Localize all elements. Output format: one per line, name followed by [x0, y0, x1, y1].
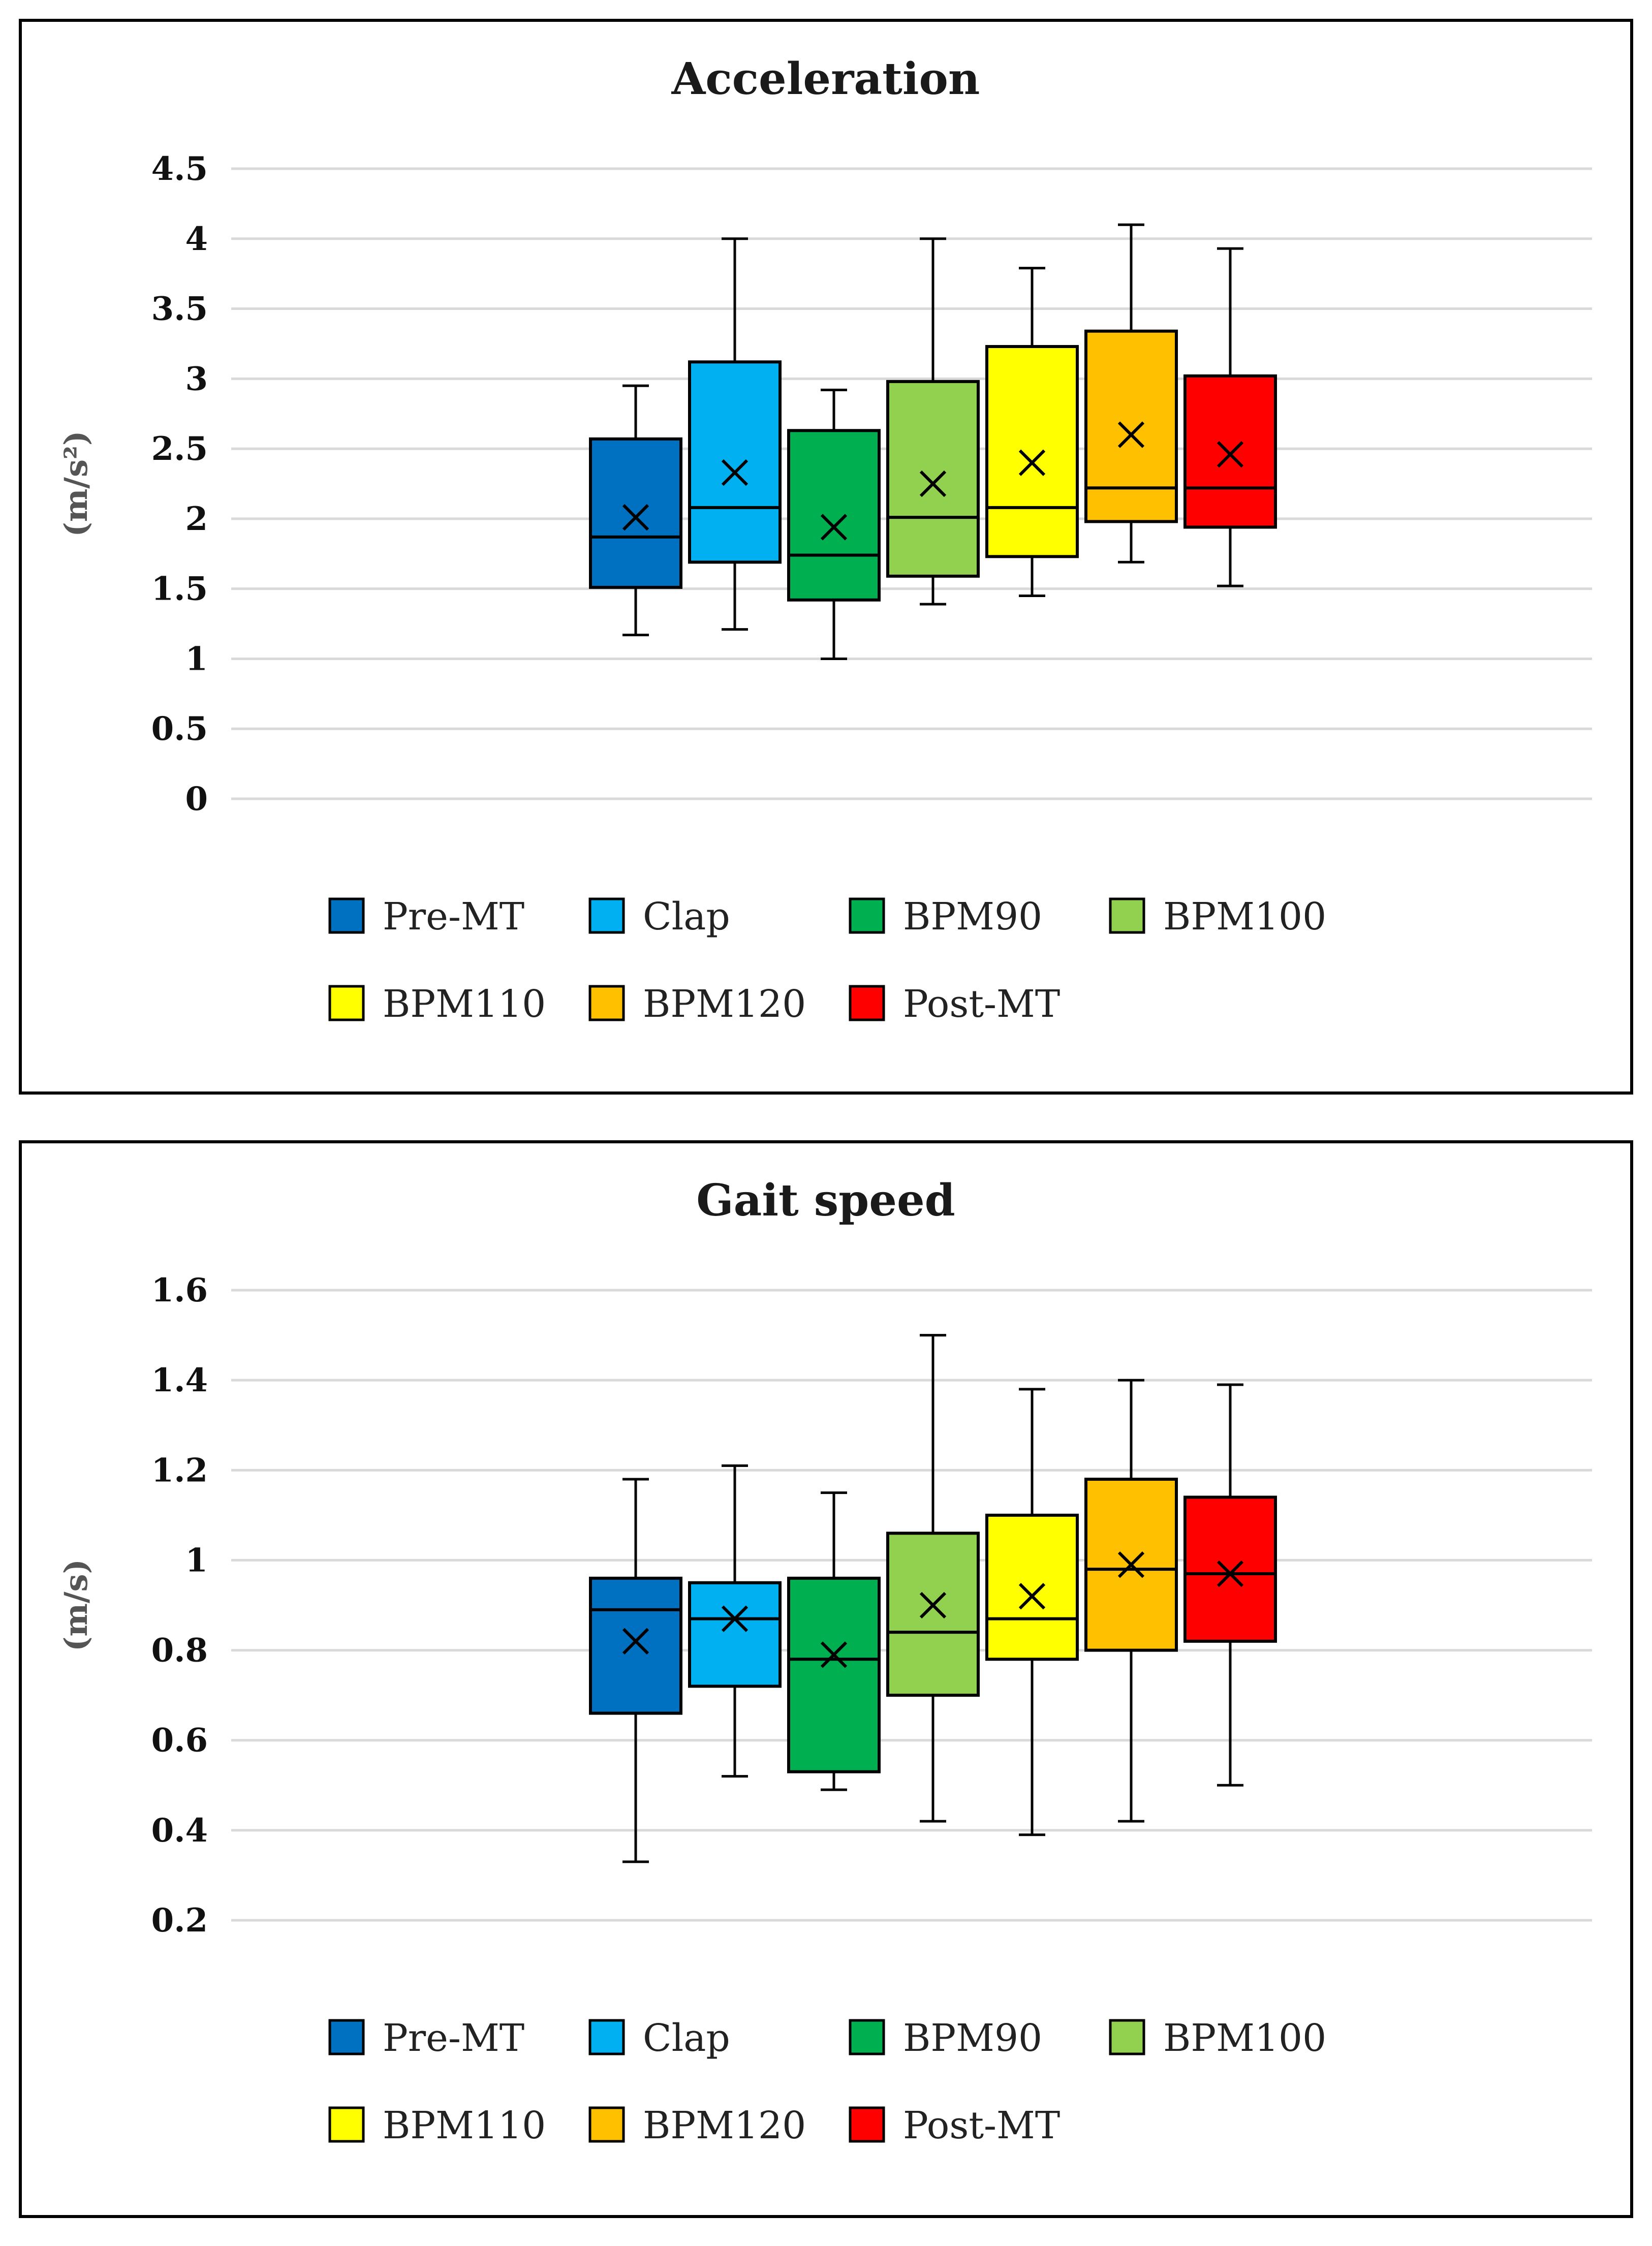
chart1-box-iqr	[886, 380, 980, 578]
chart2-box-post-mt	[1183, 1383, 1277, 1787]
chart1-box-bpm90	[787, 388, 881, 660]
chart1-box-bpm100	[886, 237, 980, 606]
chart1-y-tick-label: 2.5	[151, 430, 208, 468]
chart2-box-clap	[688, 1464, 782, 1778]
chart1-y-tick-label: 2	[185, 500, 208, 538]
chart1-mean-marker	[820, 514, 848, 541]
chart1-legend-swatch-post-mt	[849, 985, 885, 1021]
chart2-legend-swatch-bpm120	[588, 2106, 625, 2143]
chart1-legend-label-bpm100: BPM100	[1163, 895, 1326, 939]
chart1-legend-label-bpm120: BPM120	[643, 982, 806, 1026]
chart2-y-tick-label: 0.6	[151, 1722, 208, 1760]
chart2-box-iqr	[985, 1513, 1079, 1661]
chart2-legend-label-bpm110: BPM110	[383, 2104, 546, 2147]
chart1-box-iqr	[688, 360, 782, 564]
chart1-box-iqr	[787, 429, 881, 602]
chart1-legend-swatch-bpm110	[328, 985, 365, 1021]
chart2-y-tick-label: 1.4	[151, 1361, 208, 1399]
chart1-mean-marker	[1117, 421, 1145, 448]
acceleration-chart-panel: Acceleration 0 0.5 1 1.5 2 2.5 3 3.5 4 4.5 (m/s²) Pr…	[19, 19, 1633, 1095]
chart2-box-iqr	[688, 1581, 782, 1688]
chart1-legend-swatch-bpm120	[588, 985, 625, 1021]
chart1-box-post-mt	[1183, 247, 1277, 587]
chart2-mean-marker	[1117, 1551, 1145, 1578]
chart2-legend-label-bpm90: BPM90	[903, 2016, 1042, 2060]
chart2-legend-swatch-pre-mt	[328, 2019, 365, 2055]
chart1-y-tick-label: 1	[185, 640, 208, 678]
chart1-y-axis-label: (m/s²)	[57, 431, 95, 537]
chart1-y-tick-label: 1.5	[151, 570, 208, 608]
chart1-mean-marker	[919, 470, 947, 497]
chart2-legend-swatch-bpm110	[328, 2106, 365, 2143]
chart1-legend-label-bpm110: BPM110	[383, 982, 546, 1026]
gait-speed-chart: Gait speed 0.2 0.4 0.6 0.8 1 1.2 1.4 1.6 (m/s) Pre…	[57, 1175, 1592, 2147]
chart2-box-bpm110	[985, 1388, 1079, 1836]
chart1-title: Acceleration	[671, 53, 980, 105]
chart2-mean-marker	[721, 1605, 749, 1632]
chart1-legend-label-pre-mt: Pre-MT	[383, 895, 524, 939]
chart2-legend-swatch-post-mt	[849, 2106, 885, 2143]
chart1-mean-marker	[1217, 441, 1244, 468]
chart2-legend-label-clap: Clap	[643, 2016, 730, 2060]
chart2-box-bpm90	[787, 1491, 881, 1791]
chart1-box-iqr	[1084, 329, 1178, 523]
chart2-y-tick-label: 1	[185, 1541, 208, 1579]
chart1-legend-label-post-mt: Post-MT	[903, 982, 1060, 1026]
chart2-mean-marker	[1018, 1583, 1046, 1610]
acceleration-chart: Acceleration 0 0.5 1 1.5 2 2.5 3 3.5 4 4.5 (m/s²) Pr…	[57, 53, 1592, 1026]
chart1-box-clap	[688, 237, 782, 631]
chart2-y-tick-label: 1.2	[151, 1451, 208, 1489]
chart2-box-iqr	[787, 1576, 881, 1773]
chart2-y-tick-label: 1.6	[151, 1271, 208, 1309]
chart2-mean-marker	[820, 1641, 848, 1668]
chart1-mean-marker	[721, 459, 749, 486]
chart1-mean-marker	[622, 504, 649, 531]
chart2-mean-marker	[919, 1592, 947, 1619]
chart1-legend-swatch-clap	[588, 897, 625, 934]
chart1-box-bpm110	[985, 267, 1079, 597]
chart1-legend-label-clap: Clap	[643, 895, 730, 939]
chart2-legend-label-bpm120: BPM120	[643, 2104, 806, 2147]
chart2-y-tick-label: 0.8	[151, 1632, 208, 1670]
chart2-box-bpm100	[886, 1334, 980, 1823]
chart2-y-tick-label: 0.4	[151, 1812, 208, 1850]
chart1-legend-swatch-pre-mt	[328, 897, 365, 934]
chart1-y-tick-label: 4	[185, 220, 208, 258]
chart2-y-tick-label: 0.2	[151, 1901, 208, 1940]
chart1-y-tick-label: 0.5	[151, 710, 208, 748]
chart1-legend-swatch-bpm100	[1109, 897, 1145, 934]
chart2-legend-swatch-bpm90	[849, 2019, 885, 2055]
chart2-box-bpm120	[1084, 1379, 1178, 1823]
chart2-box-pre-mt	[589, 1478, 682, 1863]
chart2-box-iqr	[1183, 1495, 1277, 1643]
chart2-box-iqr	[886, 1532, 980, 1697]
chart2-legend-label-bpm100: BPM100	[1163, 2016, 1326, 2060]
chart2-legend-label-pre-mt: Pre-MT	[383, 2016, 524, 2060]
chart1-box-iqr	[589, 437, 682, 589]
chart1-y-tick-label: 4.5	[151, 150, 208, 188]
chart2-box-iqr	[589, 1576, 682, 1715]
chart2-legend-swatch-clap	[588, 2019, 625, 2055]
chart2-legend-swatch-bpm100	[1109, 2019, 1145, 2055]
chart1-legend-swatch-bpm90	[849, 897, 885, 934]
chart1-mean-marker	[1018, 449, 1046, 476]
chart1-y-tick-label: 3	[185, 360, 208, 398]
chart1-y-tick-label: 0	[185, 780, 208, 818]
chart1-box-pre-mt	[589, 384, 682, 637]
chart2-title: Gait speed	[696, 1175, 955, 1226]
chart2-mean-marker	[1217, 1560, 1244, 1587]
chart2-mean-marker	[622, 1628, 649, 1655]
chart1-box-iqr	[1183, 374, 1277, 529]
chart1-legend-label-bpm90: BPM90	[903, 895, 1042, 939]
chart2-legend-label-post-mt: Post-MT	[903, 2104, 1060, 2147]
chart2-y-axis-label: (m/s)	[57, 1559, 95, 1651]
chart1-y-tick-label: 3.5	[151, 290, 208, 328]
chart1-box-bpm120	[1084, 223, 1178, 564]
chart1-box-iqr	[985, 345, 1079, 558]
gait-speed-chart-panel: Gait speed 0.2 0.4 0.6 0.8 1 1.2 1.4 1.6 (m/s) Pre…	[19, 1140, 1633, 2218]
